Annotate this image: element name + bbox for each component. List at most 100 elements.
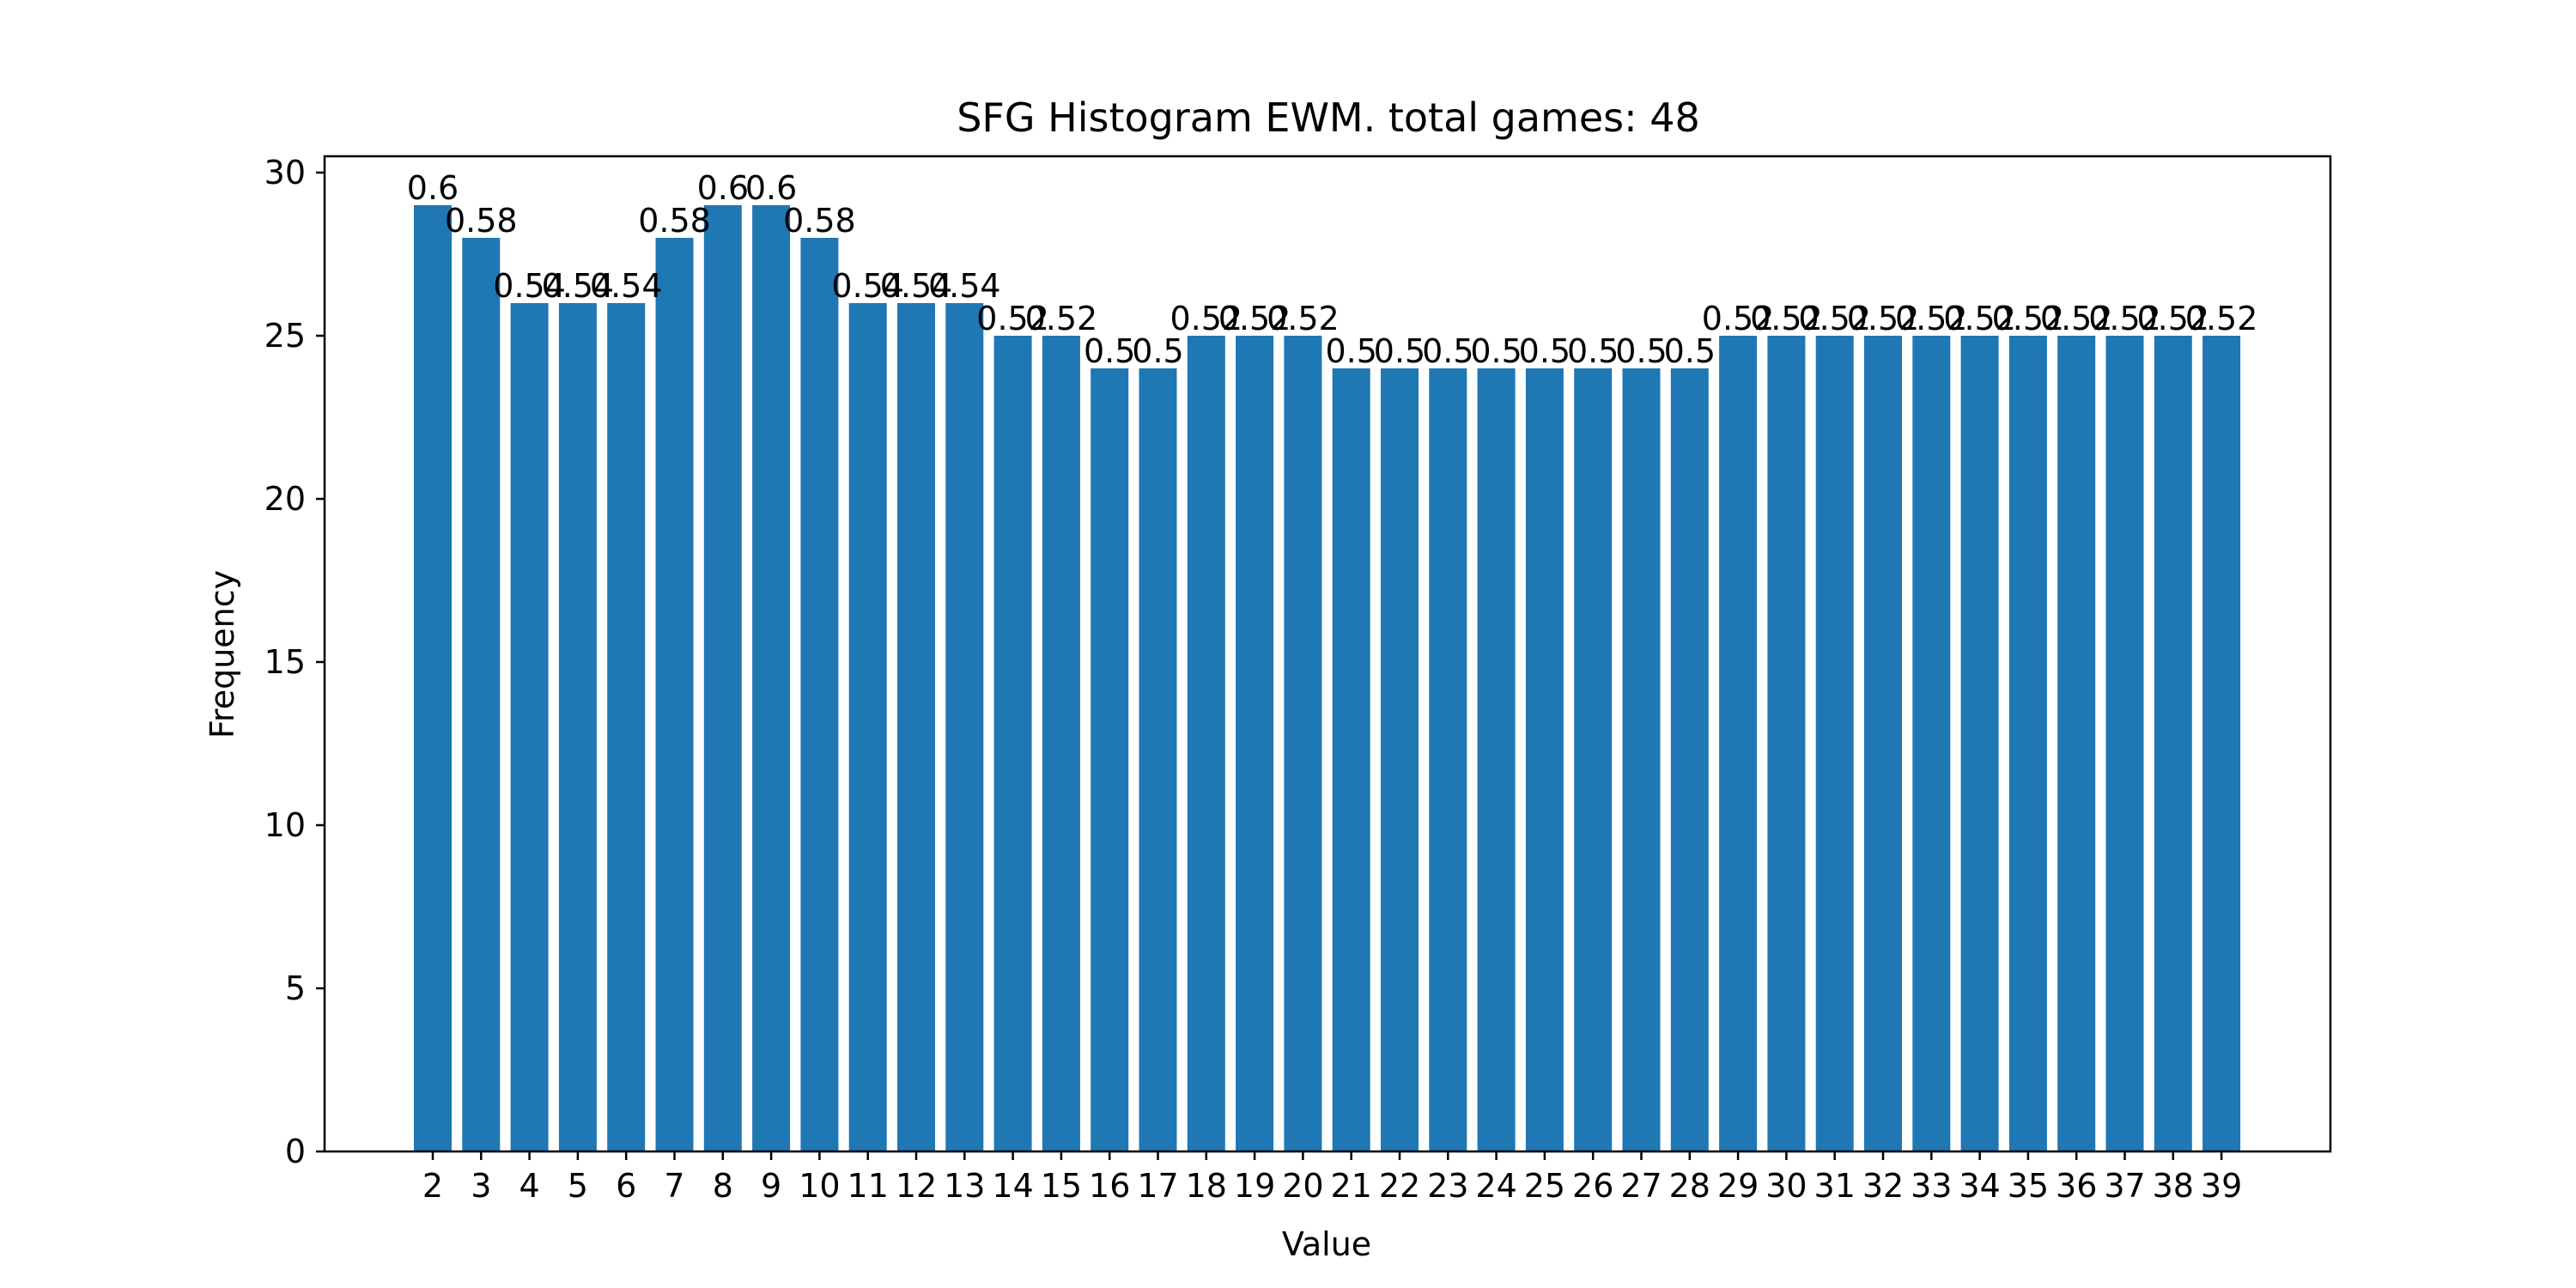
- bar-value-label: 0.5: [1132, 332, 1183, 370]
- x-tick-label: 6: [616, 1167, 636, 1205]
- x-tick-label: 4: [519, 1167, 540, 1205]
- bar-value-label: 0.58: [638, 202, 711, 240]
- bar-value-label: 0.52: [2185, 300, 2258, 337]
- bar-38: [2154, 336, 2192, 1151]
- bar-5: [559, 303, 597, 1151]
- x-tick-label: 12: [896, 1167, 937, 1205]
- x-tick-label: 24: [1475, 1167, 1516, 1205]
- y-axis-label: Frequency: [204, 570, 241, 738]
- x-tick-label: 31: [1814, 1167, 1856, 1205]
- x-tick-label: 28: [1669, 1167, 1710, 1205]
- bar-20: [1284, 336, 1321, 1151]
- x-tick-label: 25: [1524, 1167, 1565, 1205]
- chart-title: SFG Histogram EWM. total games: 48: [957, 94, 1700, 141]
- bar-10: [800, 238, 838, 1151]
- x-tick-label: 20: [1282, 1167, 1323, 1205]
- x-tick-label: 30: [1765, 1167, 1807, 1205]
- bar-value-label: 0.5: [1422, 332, 1473, 370]
- bar-4: [511, 303, 549, 1151]
- bar-value-label: 0.5: [1374, 332, 1425, 370]
- x-tick-label: 22: [1379, 1167, 1420, 1205]
- bar-15: [1042, 336, 1080, 1151]
- bar-3: [462, 238, 500, 1151]
- bar-value-label: 0.54: [590, 267, 663, 305]
- x-tick-label: 19: [1234, 1167, 1275, 1205]
- x-tick-label: 3: [471, 1167, 491, 1205]
- bar-36: [2057, 336, 2095, 1151]
- x-tick-label: 27: [1620, 1167, 1662, 1205]
- bar-21: [1333, 368, 1370, 1151]
- bar-value-label: 0.6: [697, 169, 749, 207]
- x-tick-label: 33: [1911, 1167, 1952, 1205]
- x-tick-label: 7: [664, 1167, 684, 1205]
- bar-value-label: 0.5: [1084, 332, 1135, 370]
- x-tick-label: 13: [944, 1167, 985, 1205]
- bar-28: [1671, 368, 1709, 1151]
- bar-value-label: 0.5: [1615, 332, 1667, 370]
- y-tick-label: 10: [264, 806, 306, 844]
- bar-value-label: 0.5: [1664, 332, 1716, 370]
- bar-31: [1816, 336, 1854, 1151]
- x-tick-label: 35: [2008, 1167, 2049, 1205]
- x-tick-label: 11: [848, 1167, 889, 1205]
- y-tick-label: 0: [285, 1133, 306, 1170]
- x-tick-label: 37: [2104, 1167, 2145, 1205]
- bar-7: [656, 238, 694, 1151]
- x-tick-label: 34: [1959, 1167, 2000, 1205]
- bar-30: [1767, 336, 1805, 1151]
- bar-value-label: 0.5: [1325, 332, 1376, 370]
- bar-25: [1526, 368, 1564, 1151]
- x-tick-label: 18: [1186, 1167, 1227, 1205]
- bar-33: [1912, 336, 1950, 1151]
- x-tick-label: 14: [992, 1167, 1033, 1205]
- x-tick-label: 26: [1572, 1167, 1613, 1205]
- x-tick-label: 21: [1331, 1167, 1372, 1205]
- bar-value-label: 0.5: [1519, 332, 1571, 370]
- bar-18: [1188, 336, 1225, 1151]
- bar-value-label: 0.5: [1567, 332, 1619, 370]
- x-tick-label: 29: [1717, 1167, 1759, 1205]
- bar-6: [607, 303, 645, 1151]
- x-tick-label: 32: [1862, 1167, 1904, 1205]
- bar-29: [1719, 336, 1757, 1151]
- x-tick-label: 38: [2153, 1167, 2194, 1205]
- bar-14: [994, 336, 1032, 1151]
- bar-26: [1574, 368, 1612, 1151]
- bar-12: [897, 303, 935, 1151]
- bar-8: [704, 205, 742, 1151]
- x-tick-label: 2: [422, 1167, 443, 1205]
- bar-34: [1961, 336, 1999, 1151]
- bar-37: [2106, 336, 2144, 1151]
- x-tick-label: 39: [2201, 1167, 2242, 1205]
- x-tick-label: 16: [1089, 1167, 1130, 1205]
- x-tick-label: 23: [1427, 1167, 1468, 1205]
- x-tick-label: 15: [1041, 1167, 1082, 1205]
- bar-35: [2009, 336, 2047, 1151]
- bar-13: [945, 303, 983, 1151]
- bar-value-label: 0.5: [1470, 332, 1522, 370]
- x-tick-label: 9: [761, 1167, 781, 1205]
- bar-value-label: 0.58: [445, 202, 518, 240]
- bar-32: [1864, 336, 1902, 1151]
- x-tick-label: 8: [713, 1167, 733, 1205]
- x-tick-label: 10: [799, 1167, 840, 1205]
- bar-23: [1429, 368, 1467, 1151]
- x-tick-label: 17: [1137, 1167, 1178, 1205]
- bar-27: [1623, 368, 1661, 1151]
- bar-11: [849, 303, 887, 1151]
- y-tick-label: 15: [264, 643, 306, 681]
- y-tick-label: 5: [285, 969, 306, 1007]
- bar-17: [1139, 368, 1177, 1151]
- bar-19: [1236, 336, 1273, 1151]
- bar-16: [1091, 368, 1128, 1151]
- bar-9: [752, 205, 790, 1151]
- bar-2: [414, 205, 452, 1151]
- y-tick-label: 30: [264, 154, 306, 191]
- y-tick-label: 25: [264, 317, 306, 355]
- x-tick-label: 5: [568, 1167, 588, 1205]
- bar-24: [1478, 368, 1516, 1151]
- y-tick-label: 20: [264, 480, 306, 518]
- bar-39: [2202, 336, 2240, 1151]
- bar-value-label: 0.58: [783, 202, 856, 240]
